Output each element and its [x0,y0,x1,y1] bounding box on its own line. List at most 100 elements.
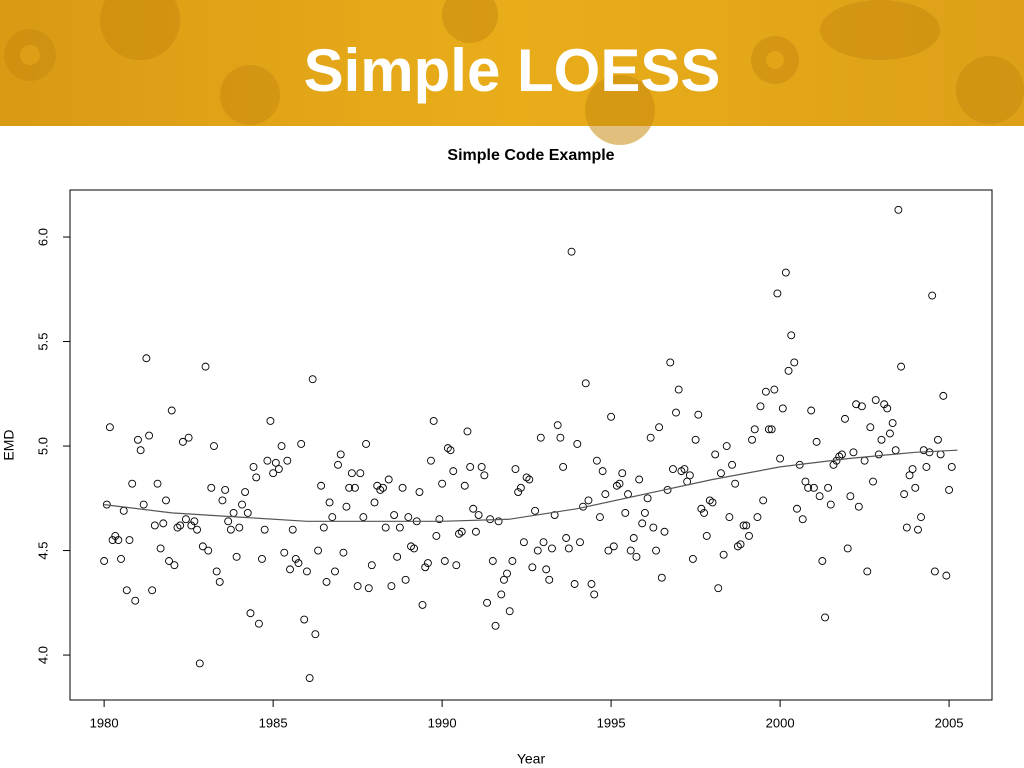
data-point [249,462,258,471]
data-point [815,492,824,501]
data-point [471,527,480,536]
data-point [688,554,697,563]
x-tick-label: 1990 [428,715,457,730]
data-point [854,502,863,511]
data-point [852,400,861,409]
y-tick-label: 5.0 [35,437,50,455]
data-point [345,483,354,492]
data-point [173,523,182,532]
data-point [787,331,796,340]
data-point [716,469,725,478]
data-point [398,483,407,492]
data-point [246,609,255,618]
data-point [162,496,170,505]
data-point [837,450,846,459]
data-point [522,473,531,482]
x-axis-label: Year [517,751,546,767]
data-point [404,513,413,522]
data-point [258,554,266,563]
data-point [362,440,371,448]
data-point [331,567,339,576]
data-point [356,469,365,478]
data-point [894,205,903,214]
data-point [390,511,399,519]
data-point [885,429,894,438]
data-point [184,433,193,442]
data-point [505,607,514,616]
data-point [142,354,151,363]
data-point [252,473,261,482]
data-point [804,483,813,492]
data-point [612,481,621,490]
data-point [494,517,503,526]
data-point [305,674,314,683]
data-point [697,504,706,513]
data-point [759,496,768,505]
data-point [128,479,137,488]
data-point [201,362,210,371]
data-point [387,582,396,591]
data-point [271,458,280,467]
data-point [460,481,469,490]
data-point [629,534,638,542]
chart-title: Simple Code Example [447,147,614,164]
data-point [939,391,948,400]
data-point [550,511,559,519]
data-point [753,513,762,522]
data-point [410,544,419,553]
data-point [776,454,785,463]
data-point [736,540,745,549]
data-point [432,531,441,540]
data-point [254,619,263,628]
data-point [198,542,207,551]
data-point [657,573,666,582]
data-point [277,442,286,450]
data-point [705,496,714,505]
data-point [570,580,579,588]
data-point [210,442,218,450]
data-point [576,538,584,547]
data-point [207,483,216,492]
data-point [770,385,779,394]
data-point [286,565,294,574]
data-point [117,554,125,563]
data-point [947,462,956,471]
data-point [319,523,328,532]
data-point [592,456,601,465]
data-point [516,483,525,492]
data-point [457,527,466,536]
data-point [781,268,790,277]
data-point [294,559,303,568]
data-point [548,544,556,553]
data-point [936,450,945,459]
data-point [945,485,954,494]
data-point [133,435,142,444]
data-point [584,496,593,505]
data-point [587,580,596,588]
data-point [632,552,641,561]
data-point [266,417,275,425]
data-point [928,291,937,300]
data-point [635,475,644,484]
data-point [564,544,573,553]
data-point [902,523,911,532]
data-point [125,536,134,545]
data-point [280,548,289,557]
x-tick-label: 1980 [90,715,119,730]
data-point [652,546,661,555]
data-point [105,423,114,432]
data-point [917,513,925,522]
data-point [685,471,694,480]
data-point [643,494,652,503]
data-point [722,442,731,450]
data-point [269,469,278,478]
data-point [339,548,348,557]
data-point [581,379,590,388]
data-point [719,550,728,559]
x-tick-label: 1995 [597,715,626,730]
data-point [536,433,545,442]
data-point [376,485,385,494]
data-point [672,408,680,417]
data-point [911,483,920,492]
